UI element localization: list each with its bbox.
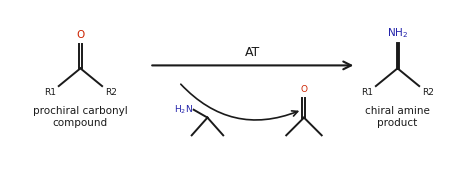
Text: product: product <box>377 118 418 128</box>
Text: R1: R1 <box>44 88 56 97</box>
Text: prochiral carbonyl: prochiral carbonyl <box>33 106 128 116</box>
Text: R2: R2 <box>422 88 434 97</box>
Text: R2: R2 <box>105 88 117 97</box>
Text: O: O <box>301 85 308 94</box>
Text: NH$_2$: NH$_2$ <box>387 26 408 40</box>
Text: H$_2$N: H$_2$N <box>173 103 193 116</box>
Text: chiral amine: chiral amine <box>365 106 430 116</box>
Text: compound: compound <box>53 118 108 128</box>
Text: R1: R1 <box>361 88 373 97</box>
Text: O: O <box>76 30 84 40</box>
Text: AT: AT <box>245 46 260 59</box>
FancyArrowPatch shape <box>181 84 298 120</box>
